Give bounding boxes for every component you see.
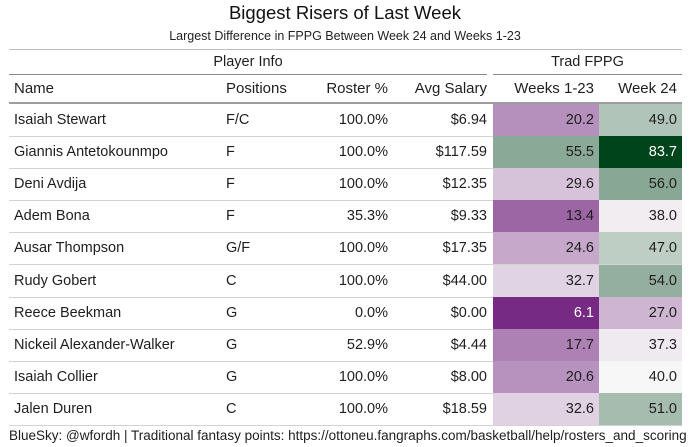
- cell-name: Jalen Duren: [14, 400, 93, 417]
- table-row: Nickeil Alexander-Walker G 52.9% $4.44 17.7 3…: [9, 328, 682, 362]
- table-row: Isaiah Stewart F/C 100.0% $6.94 20.2 49.0: [9, 104, 682, 137]
- cell-name: Isaiah Stewart: [14, 112, 106, 128]
- table-row: Ausar Thompson G/F 100.0% $17.35 24.6 47.0: [9, 232, 682, 266]
- cell-week-24: 47.0: [599, 232, 682, 265]
- table-row: Giannis Antetokounmpo F 100.0% $117.59 55.5 8…: [9, 136, 682, 170]
- cell-positions: C: [226, 272, 237, 289]
- cell-weeks-1-23: 20.2: [493, 104, 599, 136]
- cell-positions: F/C: [226, 112, 250, 128]
- cell-roster: 35.3%: [346, 208, 388, 225]
- column-header-name: Name: [14, 80, 55, 97]
- spanner-rule-player-info: [9, 74, 487, 75]
- cell-name: Nickeil Alexander-Walker: [14, 336, 175, 353]
- column-header-week-24: Week 24: [618, 80, 677, 97]
- table-row: Rudy Gobert C 100.0% $44.00 32.7 54.0: [9, 264, 682, 298]
- chart-subtitle: Largest Difference in FPPG Between Week …: [169, 29, 521, 43]
- column-header-positions: Positions: [226, 80, 287, 97]
- cell-roster: 100.0%: [338, 400, 388, 417]
- cell-avg-salary: $4.44: [450, 336, 487, 353]
- header-rule: [9, 102, 682, 104]
- table-row: Jalen Duren C 100.0% $18.59 32.6 51.0: [9, 392, 682, 426]
- cell-week-24: 37.3: [599, 328, 682, 361]
- cell-avg-salary: $6.94: [450, 112, 487, 128]
- cell-roster: 52.9%: [346, 336, 388, 353]
- cell-weeks-1-23: 32.6: [493, 392, 599, 425]
- cell-avg-salary: $18.59: [442, 400, 487, 417]
- cell-positions: F: [226, 208, 235, 225]
- cell-positions: G/F: [226, 240, 251, 257]
- table-row: Reece Beekman G 0.0% $0.00 6.1 27.0: [9, 296, 682, 330]
- cell-avg-salary: $44.00: [442, 272, 487, 289]
- cell-week-24: 38.0: [599, 200, 682, 233]
- cell-name: Giannis Antetokounmpo: [14, 144, 168, 161]
- cell-positions: G: [226, 304, 238, 321]
- column-header-weeks-1-23: Weeks 1-23: [514, 80, 594, 97]
- cell-name: Rudy Gobert: [14, 272, 97, 289]
- cell-weeks-1-23: 29.6: [493, 168, 599, 201]
- cell-roster: 100.0%: [338, 112, 388, 128]
- cell-name: Reece Beekman: [14, 304, 122, 321]
- chart-title: Biggest Risers of Last Week: [228, 2, 462, 23]
- cell-weeks-1-23: 32.7: [493, 264, 599, 297]
- cell-roster: 100.0%: [338, 272, 388, 289]
- spanner-rule-trad-fppg: [493, 74, 682, 75]
- cell-positions: G: [226, 368, 238, 385]
- cell-positions: F: [226, 176, 235, 193]
- cell-positions: F: [226, 144, 235, 161]
- cell-avg-salary: $117.59: [435, 144, 487, 161]
- cell-avg-salary: $9.33: [450, 208, 487, 225]
- cell-weeks-1-23: 13.4: [493, 200, 599, 233]
- spanner-player-info: Player Info: [213, 54, 283, 70]
- cell-weeks-1-23: 20.6: [493, 360, 599, 393]
- cell-avg-salary: $17.35: [442, 240, 487, 257]
- cell-weeks-1-23: 55.5: [493, 136, 599, 169]
- cell-week-24: 83.7: [599, 136, 682, 169]
- table-row: Isaiah Collier G 100.0% $8.00 20.6 40.0: [9, 360, 682, 394]
- top-rule: [9, 49, 682, 50]
- cell-week-24: 27.0: [599, 296, 682, 329]
- cell-avg-salary: $12.35: [442, 176, 487, 193]
- cell-roster: 100.0%: [338, 368, 388, 385]
- column-header-roster: Roster %: [326, 80, 388, 97]
- cell-positions: G: [226, 336, 238, 353]
- cell-positions: C: [226, 400, 237, 417]
- spanner-trad-fppg: Trad FPPG: [551, 54, 624, 70]
- cell-week-24: 40.0: [599, 360, 682, 393]
- cell-avg-salary: $0.00: [450, 304, 487, 321]
- cell-weeks-1-23: 6.1: [493, 296, 599, 329]
- cell-week-24: 49.0: [599, 104, 682, 136]
- cell-name: Adem Bona: [14, 208, 90, 225]
- cell-roster: 100.0%: [338, 176, 388, 193]
- cell-name: Isaiah Collier: [14, 368, 98, 385]
- cell-week-24: 51.0: [599, 392, 682, 425]
- cell-roster: 100.0%: [338, 240, 388, 257]
- table-row: Deni Avdija F 100.0% $12.35 29.6 56.0: [9, 168, 682, 202]
- cell-weeks-1-23: 24.6: [493, 232, 599, 265]
- column-header-avg-salary: Avg Salary: [414, 80, 487, 97]
- cell-roster: 0.0%: [354, 304, 388, 321]
- cell-week-24: 54.0: [599, 264, 682, 297]
- footer-credit: BlueSky: @wfordh | Traditional fantasy p…: [9, 428, 687, 443]
- cell-weeks-1-23: 17.7: [493, 328, 599, 361]
- cell-roster: 100.0%: [338, 144, 388, 161]
- table-row: Adem Bona F 35.3% $9.33 13.4 38.0: [9, 200, 682, 234]
- cell-name: Deni Avdija: [14, 176, 87, 193]
- cell-name: Ausar Thompson: [14, 240, 125, 257]
- cell-week-24: 56.0: [599, 168, 682, 201]
- cell-avg-salary: $8.00: [450, 368, 487, 385]
